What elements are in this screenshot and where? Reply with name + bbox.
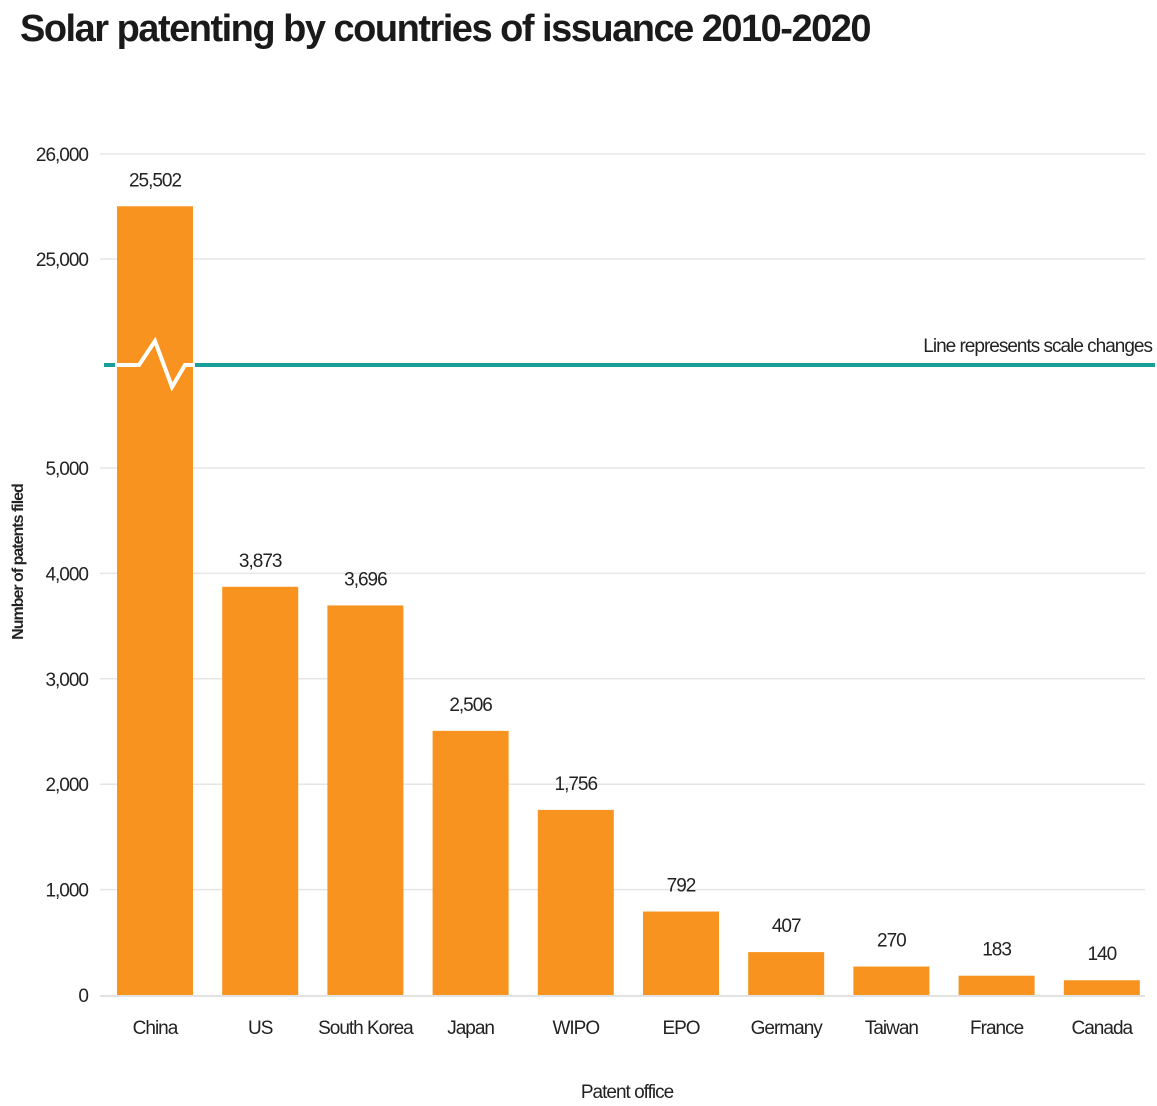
x-tick-label: Canada [1072, 1018, 1134, 1039]
data-label: 25,502 [129, 170, 182, 191]
data-label: 270 [877, 931, 906, 952]
bar-canada [1063, 980, 1140, 995]
y-tick-label: 26,000 [36, 145, 89, 166]
data-label: 140 [1087, 944, 1116, 965]
bars [117, 206, 1140, 996]
bar-germany [748, 952, 825, 995]
x-tick-label: Taiwan [865, 1018, 919, 1039]
bar-us [222, 586, 299, 995]
data-labels: 25,502 3,873 3,696 2,506 1,756 792 407 270 183 14… [129, 170, 1118, 965]
data-label: 407 [772, 916, 801, 937]
x-tick-label: EPO [662, 1018, 699, 1039]
chart-title: Solar patenting by countries of issuance… [20, 8, 872, 50]
x-tick-label: US [248, 1018, 273, 1039]
data-label: 3,696 [344, 569, 387, 590]
bar-france [958, 975, 1035, 995]
bar-taiwan [853, 966, 930, 995]
scale-break-zigzag [115, 336, 195, 392]
y-tick-label: 2,000 [45, 775, 88, 796]
x-tick-label: France [970, 1018, 1024, 1039]
y-tick-label: 3,000 [45, 670, 88, 691]
bar-china [117, 206, 193, 996]
data-label: 3,873 [239, 551, 282, 572]
x-tick-label: China [133, 1018, 179, 1039]
data-label: 183 [982, 940, 1011, 961]
data-label: 792 [667, 876, 696, 897]
bar-epo [643, 911, 719, 995]
x-tick-label: South Korea [318, 1018, 414, 1039]
x-axis-category-labels: China US South Korea Japan WIPO EPO Germany Tai… [133, 1018, 1135, 1039]
y-tick-label: 5,000 [45, 459, 88, 480]
scale-break-annotation: Line represents scale changes [923, 336, 1152, 357]
y-axis-title: Number of patents filed [10, 484, 27, 640]
x-tick-label: Japan [447, 1018, 494, 1039]
y-tick-label: 1,000 [45, 881, 88, 902]
data-label: 1,756 [555, 774, 598, 795]
y-tick-label: 25,000 [36, 250, 89, 271]
x-tick-label: WIPO [552, 1018, 599, 1039]
y-tick-label: 0 [78, 986, 88, 1007]
bar-wipo [537, 809, 614, 995]
y-axis-tick-labels: 0 1,000 2,000 3,000 4,000 5,000 25,000 26,000 [36, 145, 90, 1007]
data-label: 2,506 [449, 695, 492, 716]
bar-japan [432, 730, 509, 995]
scale-break [104, 336, 1155, 392]
bar-south-korea [327, 605, 404, 995]
x-tick-label: Germany [751, 1018, 824, 1039]
y-tick-label: 4,000 [45, 564, 88, 585]
x-axis-title: Patent office [581, 1082, 674, 1103]
